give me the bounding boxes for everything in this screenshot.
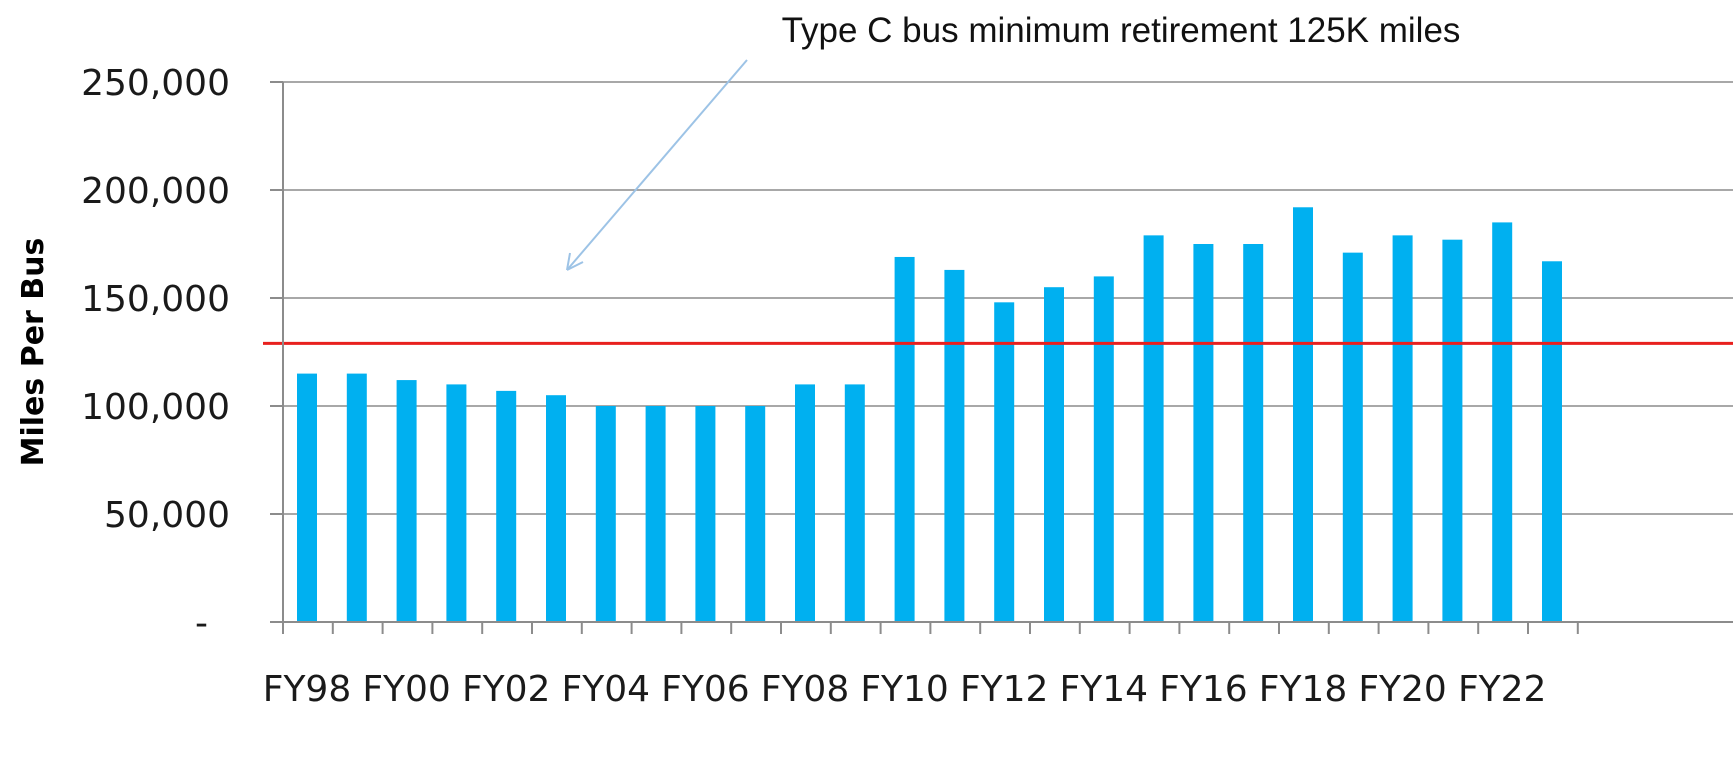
bar-fy18 — [1293, 207, 1313, 622]
bar-fy05 — [645, 406, 666, 622]
bar-fy16 — [1193, 244, 1214, 622]
y-tick-label: 100,000 — [81, 387, 230, 428]
y-tick-label: - — [195, 603, 208, 644]
bar-fy13 — [1044, 287, 1064, 622]
bar-fy12 — [994, 302, 1015, 622]
x-tick-label: FY02 — [462, 669, 551, 710]
bar-fy00 — [396, 380, 417, 622]
bar-fy14 — [1093, 276, 1114, 622]
bar-fy15 — [1143, 235, 1164, 623]
bar-fy07 — [745, 406, 766, 622]
axes — [270, 81, 1733, 634]
y-axis-label: Miles Per Bus — [16, 238, 51, 467]
bar-fy23 — [1542, 261, 1562, 622]
bar-fy22 — [1492, 222, 1513, 622]
bar-fy09 — [844, 384, 865, 622]
bar-fy11 — [944, 269, 965, 622]
x-tick-label: FY14 — [1060, 669, 1149, 710]
bar-fy17 — [1243, 244, 1264, 622]
bar-fy21 — [1442, 239, 1463, 622]
bar-fy02 — [496, 390, 517, 622]
bar-fy03 — [546, 395, 566, 622]
x-tick-label: FY20 — [1358, 669, 1447, 710]
bar-fy04 — [595, 406, 616, 622]
annotation-arrowhead — [566, 252, 584, 271]
x-tick-label: FY06 — [661, 669, 750, 710]
bar-fy98 — [297, 373, 317, 622]
x-tick-label: FY18 — [1259, 669, 1348, 710]
bar-fy06 — [695, 406, 716, 622]
bar-fy08 — [795, 384, 815, 622]
x-tick-label: FY12 — [960, 669, 1049, 710]
y-tick-label: 50,000 — [104, 495, 230, 536]
x-tick-label: FY16 — [1159, 669, 1248, 710]
y-tick-label: 250,000 — [81, 63, 230, 104]
gridlines — [283, 81, 1733, 515]
x-tick-label: FY08 — [761, 669, 850, 710]
x-tick-label: FY04 — [562, 669, 651, 710]
bar-fy99 — [346, 373, 367, 622]
x-tick-label: FY10 — [860, 669, 949, 710]
annotation-text: Type C bus minimum retirement 125K miles — [782, 11, 1461, 50]
annotation-arrow — [566, 59, 748, 271]
y-tick-label: 150,000 — [81, 279, 230, 320]
x-tick-label: FY98 — [263, 669, 352, 710]
x-tick-label: FY00 — [362, 669, 451, 710]
bar-fy19 — [1342, 252, 1363, 622]
bar-fy20 — [1392, 235, 1413, 623]
x-tick-label: FY22 — [1458, 669, 1547, 710]
bar-fy10 — [894, 256, 915, 622]
bar-fy01 — [446, 384, 467, 622]
bars — [297, 207, 1562, 623]
y-tick-label: 200,000 — [81, 171, 230, 212]
